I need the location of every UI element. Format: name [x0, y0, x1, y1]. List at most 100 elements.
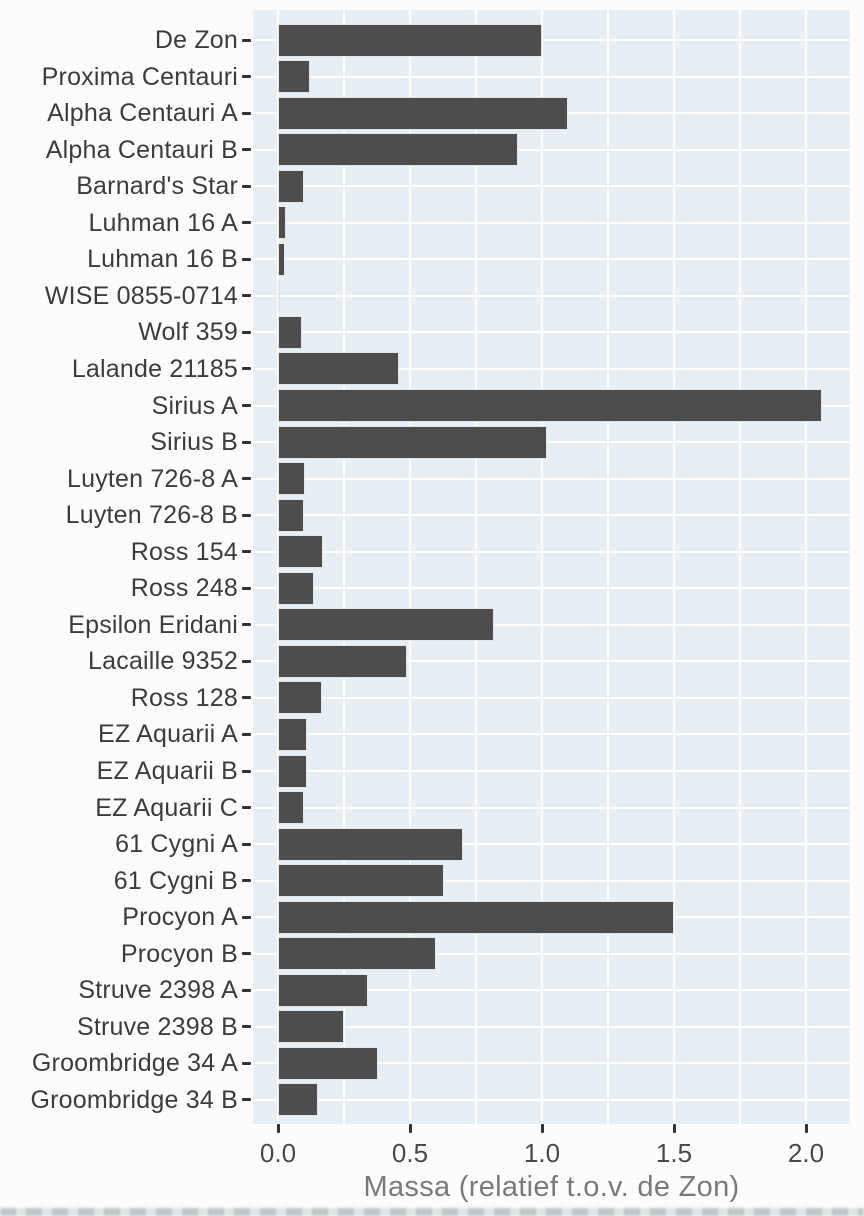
y-category-label: EZ Aquarii C — [95, 793, 238, 822]
bar-struve-2398-a — [278, 973, 368, 1007]
y-tick-mark — [242, 513, 251, 517]
bar-groombridge-34-a — [278, 1046, 379, 1080]
y-tick-mark — [242, 696, 251, 700]
y-category-label: Struve 2398 B — [76, 1012, 238, 1041]
y-tick-mark — [242, 1061, 251, 1065]
y-tick-mark — [242, 75, 251, 79]
bar-groombridge-34-b — [278, 1083, 318, 1117]
gridline-y-major — [253, 989, 850, 992]
y-category-label: EZ Aquarii A — [98, 720, 238, 749]
y-category-label: Ross 248 — [130, 574, 238, 603]
gridline-x-major — [804, 10, 808, 1124]
y-category-label: Luyten 726-8 B — [65, 501, 238, 530]
y-tick-mark — [242, 404, 251, 407]
y-category-label: Proxima Centauri — [41, 62, 238, 91]
gridline-y-major — [253, 952, 850, 955]
bar-luyten-726-8-b — [278, 498, 305, 532]
y-category-label: Struve 2398 A — [78, 976, 238, 1005]
y-tick-mark — [242, 477, 251, 481]
y-tick-mark — [242, 842, 251, 846]
y-category-label: Procyon B — [120, 939, 238, 968]
bar-struve-2398-b — [278, 1010, 344, 1044]
y-tick-mark — [242, 367, 251, 371]
y-category-label: Groombridge 34 A — [31, 1049, 238, 1078]
gridline-y-major — [253, 733, 850, 736]
gridline-y-major — [253, 39, 850, 41]
bar-ez-aquarii-c — [278, 791, 305, 825]
x-tick-mark — [540, 1124, 544, 1133]
gridline-y-major — [253, 477, 850, 480]
y-tick-mark — [242, 294, 251, 298]
y-tick-mark — [242, 952, 251, 956]
x-tick-mark — [276, 1124, 280, 1133]
bar-ez-aquarii-a — [278, 717, 308, 751]
y-tick-mark — [242, 769, 251, 773]
y-category-label: 61 Cygni B — [113, 866, 238, 895]
y-tick-mark — [242, 148, 251, 152]
bar-ross-128 — [278, 681, 323, 715]
bar-wolf-359 — [278, 315, 302, 349]
y-tick-mark — [242, 550, 251, 554]
cropped-content-strip — [0, 1208, 864, 1216]
gridline-y-major — [253, 623, 850, 626]
y-tick-mark — [242, 988, 251, 992]
y-tick-mark — [242, 184, 251, 188]
gridline-y-major — [253, 294, 850, 297]
y-category-label: Wolf 359 — [138, 318, 238, 347]
bar-lalande-21185 — [278, 352, 400, 386]
y-category-label: Barnard's Star — [76, 172, 238, 201]
y-tick-mark — [242, 1025, 251, 1029]
x-tick-mark — [804, 1124, 808, 1133]
x-tick-mark — [672, 1124, 676, 1133]
bar-wise-0855-0714 — [278, 279, 280, 313]
x-tick-label: 0.0 — [259, 1138, 297, 1168]
bar-proxima-centauri — [278, 60, 310, 94]
bar-barnard-s-star — [278, 169, 305, 203]
gridline-y-major — [253, 75, 850, 78]
y-category-label: Alpha Centauri B — [45, 135, 238, 164]
bar-lacaille-9352 — [278, 644, 408, 678]
bar-luhman-16-b — [278, 242, 286, 276]
bar-61-cygni-a — [278, 827, 463, 861]
gridline-x-major — [408, 10, 412, 1124]
gridline-y-major — [253, 1062, 850, 1065]
gridline-y-major — [253, 185, 850, 188]
gridline-x-minor — [739, 10, 741, 1124]
bar-sirius-b — [278, 425, 548, 459]
gridline-x-minor — [475, 10, 477, 1124]
gridline-y-major — [253, 806, 850, 809]
bar-luhman-16-a — [278, 206, 287, 240]
y-category-label: EZ Aquarii B — [96, 757, 238, 785]
x-axis-title: Massa (relatief t.o.v. de Zon) — [363, 1171, 740, 1203]
x-tick-label: 0.5 — [391, 1138, 429, 1168]
bar-sirius-a — [278, 389, 822, 422]
y-category-label: Procyon A — [122, 903, 238, 932]
bar-procyon-b — [278, 937, 437, 971]
gridline-y-major — [253, 1098, 850, 1101]
y-category-label: Lalande 21185 — [71, 354, 238, 383]
y-category-label: WISE 0855-0714 — [44, 281, 238, 310]
y-tick-mark — [242, 586, 251, 590]
gridline-x-major — [672, 10, 676, 1124]
bar-luyten-726-8-a — [278, 462, 305, 496]
bar-ez-aquarii-b — [278, 754, 308, 788]
gridline-y-major — [253, 441, 850, 444]
y-tick-mark — [242, 257, 251, 261]
y-category-label: Luhman 16 A — [88, 208, 238, 237]
gridline-y-major — [253, 258, 850, 261]
gridline-y-major — [253, 843, 850, 846]
y-tick-mark — [242, 1098, 251, 1102]
x-tick-mark — [408, 1124, 412, 1133]
y-tick-mark — [242, 659, 251, 663]
gridline-y-major — [253, 331, 850, 334]
x-tick-label: 1.5 — [655, 1138, 693, 1168]
y-tick-mark — [242, 111, 251, 115]
gridline-y-major — [253, 879, 850, 882]
x-tick-label: 1.0 — [523, 1138, 561, 1168]
plot-panel — [253, 10, 850, 1124]
y-category-label: Luyten 726-8 A — [67, 464, 238, 493]
y-tick-mark — [242, 806, 251, 810]
gridline-y-major — [253, 148, 850, 151]
bar-61-cygni-b — [278, 864, 445, 898]
